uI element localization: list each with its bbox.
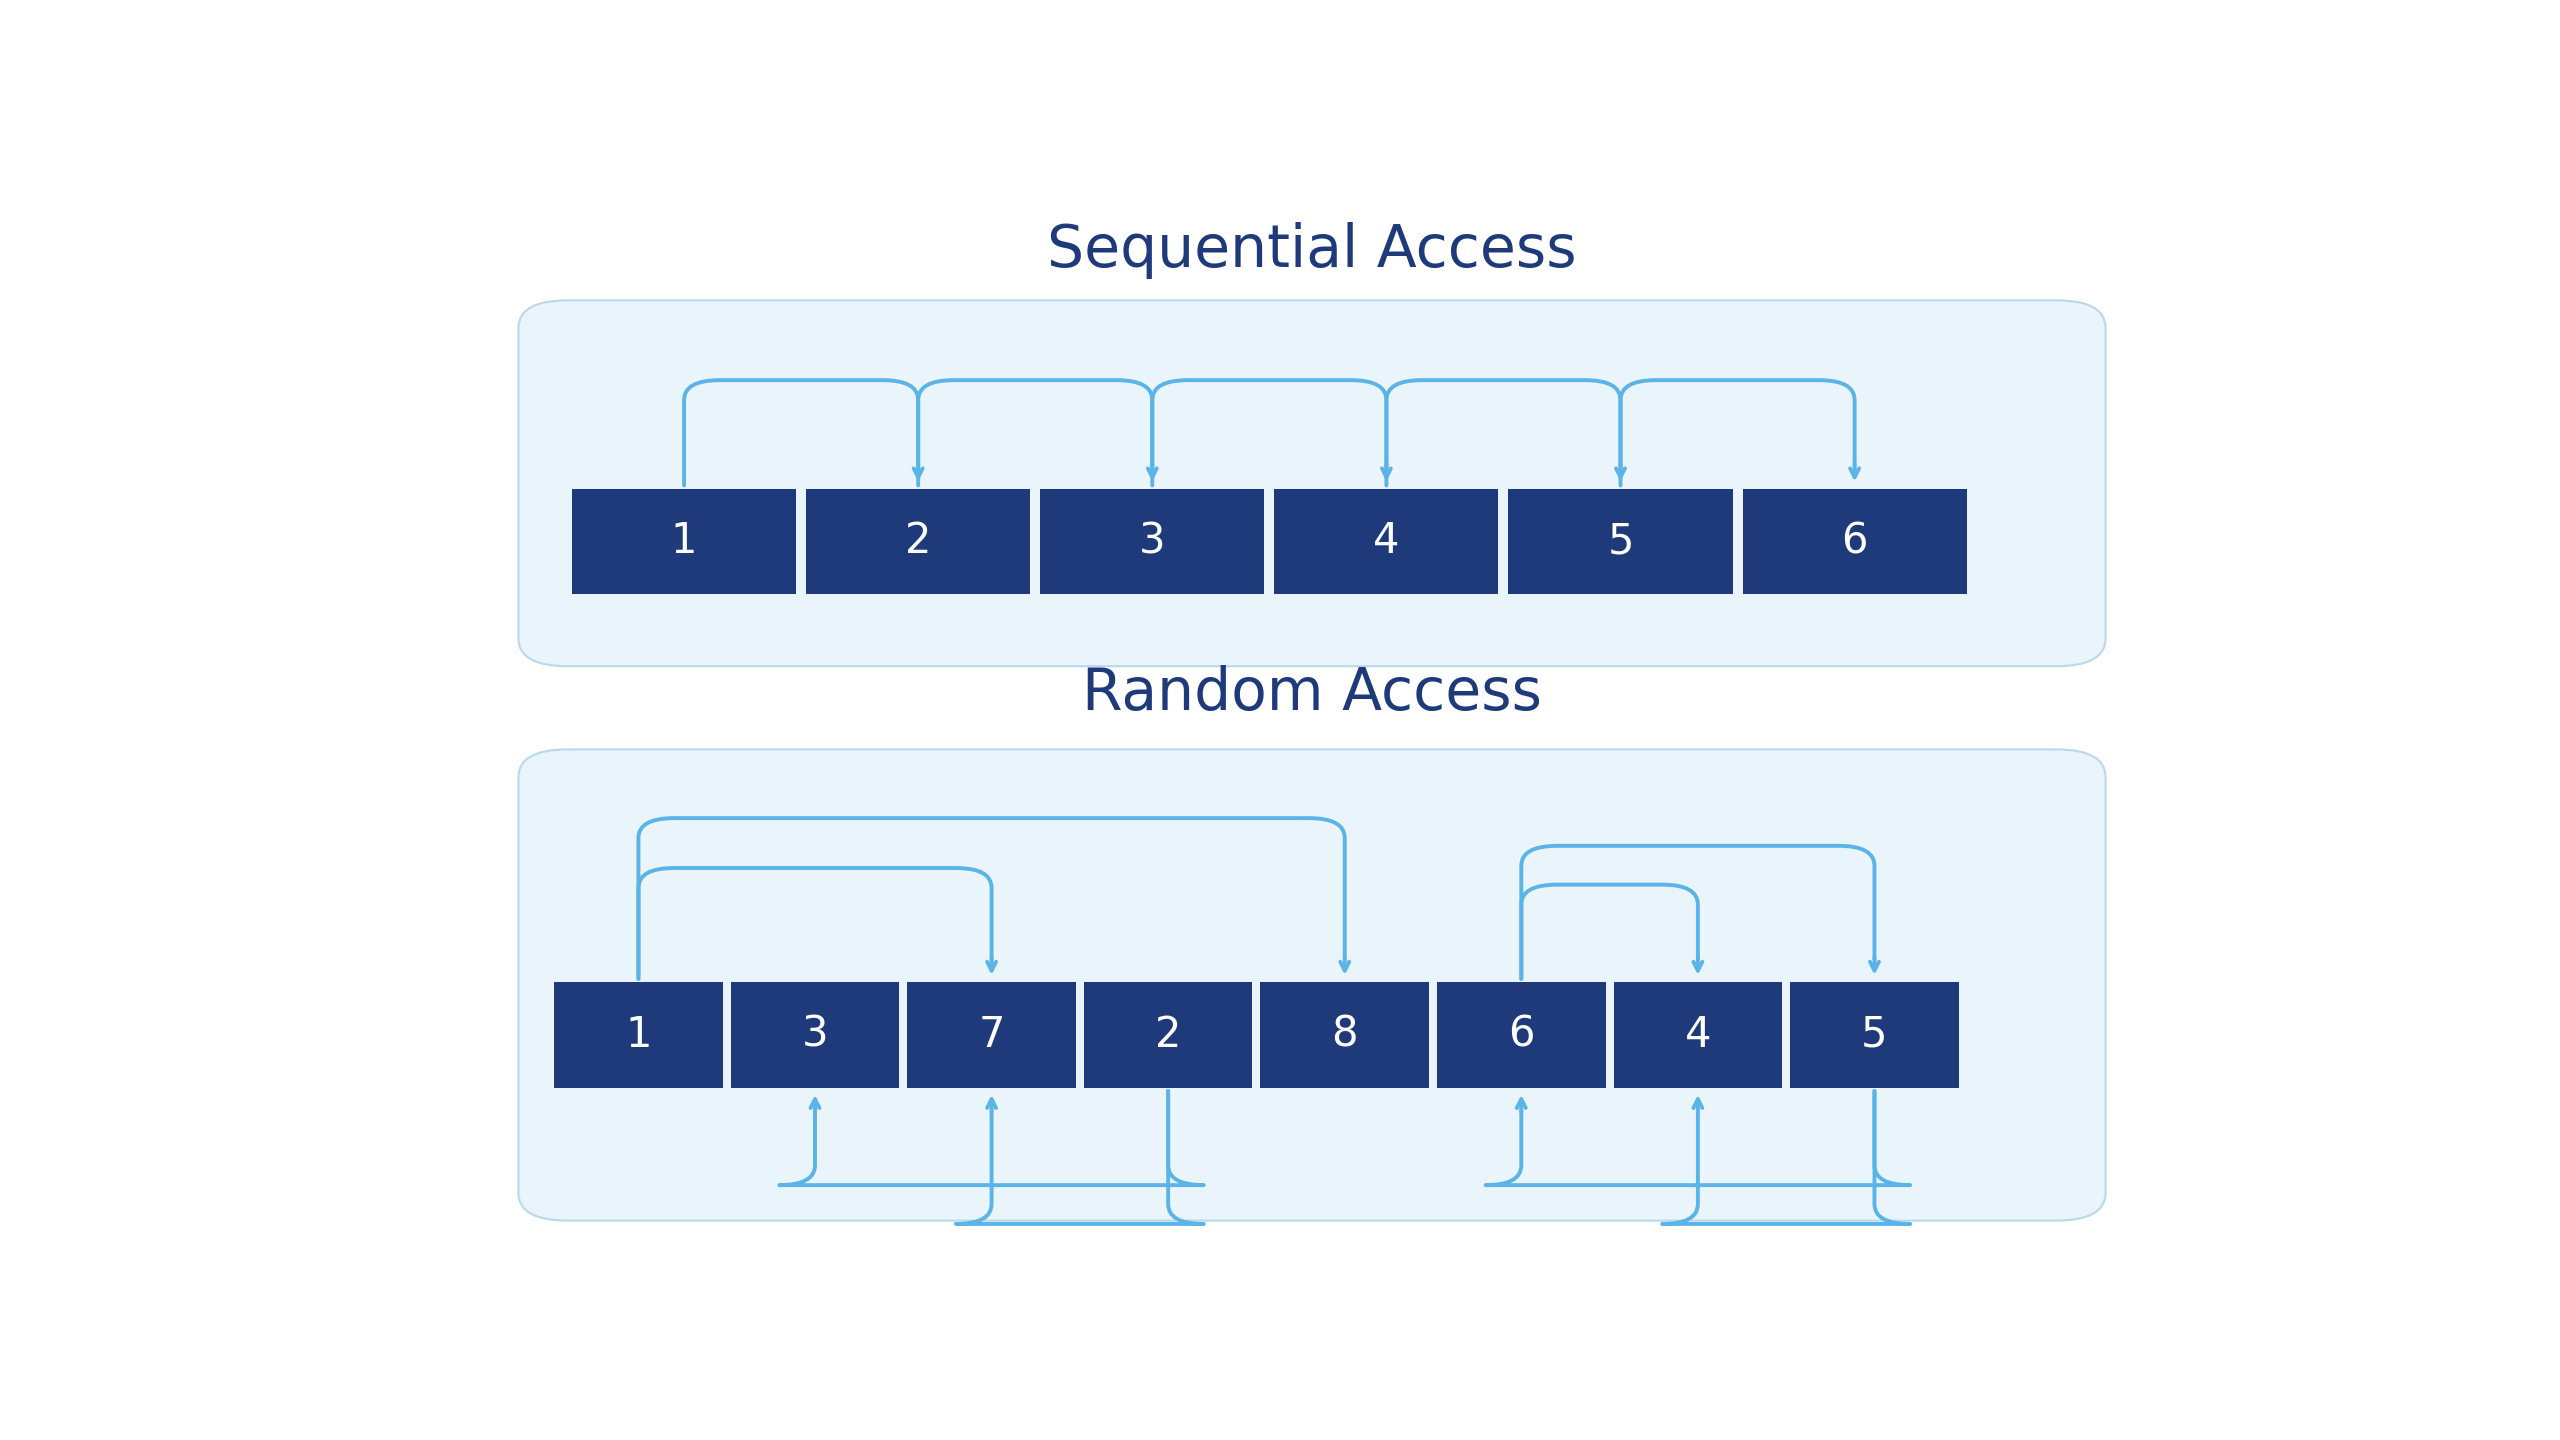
Bar (1275, 488, 1498, 595)
Text: 5: 5 (1861, 1014, 1887, 1056)
Bar (730, 982, 899, 1087)
Bar (1743, 488, 1966, 595)
Text: 2: 2 (1155, 1014, 1180, 1056)
Bar (1508, 488, 1733, 595)
Bar (1039, 488, 1265, 595)
Bar (1436, 982, 1605, 1087)
Bar (1789, 982, 1958, 1087)
Text: 6: 6 (1508, 1014, 1533, 1056)
Bar (553, 982, 722, 1087)
Text: 4: 4 (1684, 1014, 1710, 1056)
Text: Sequential Access: Sequential Access (1047, 222, 1577, 279)
Text: 2: 2 (906, 520, 932, 563)
Text: 6: 6 (1841, 520, 1869, 563)
Text: 4: 4 (1372, 520, 1400, 563)
Text: 7: 7 (978, 1014, 1004, 1056)
Bar (571, 488, 796, 595)
Bar (1613, 982, 1782, 1087)
Bar (1083, 982, 1252, 1087)
Text: 5: 5 (1608, 520, 1633, 563)
FancyBboxPatch shape (517, 749, 2107, 1221)
Bar (806, 488, 1029, 595)
Bar (1260, 982, 1428, 1087)
FancyBboxPatch shape (517, 301, 2107, 667)
Text: 8: 8 (1331, 1014, 1357, 1056)
Bar (906, 982, 1075, 1087)
Text: 3: 3 (801, 1014, 829, 1056)
Text: 1: 1 (625, 1014, 653, 1056)
Text: 1: 1 (671, 520, 696, 563)
Text: Random Access: Random Access (1083, 665, 1541, 723)
Text: 3: 3 (1139, 520, 1165, 563)
